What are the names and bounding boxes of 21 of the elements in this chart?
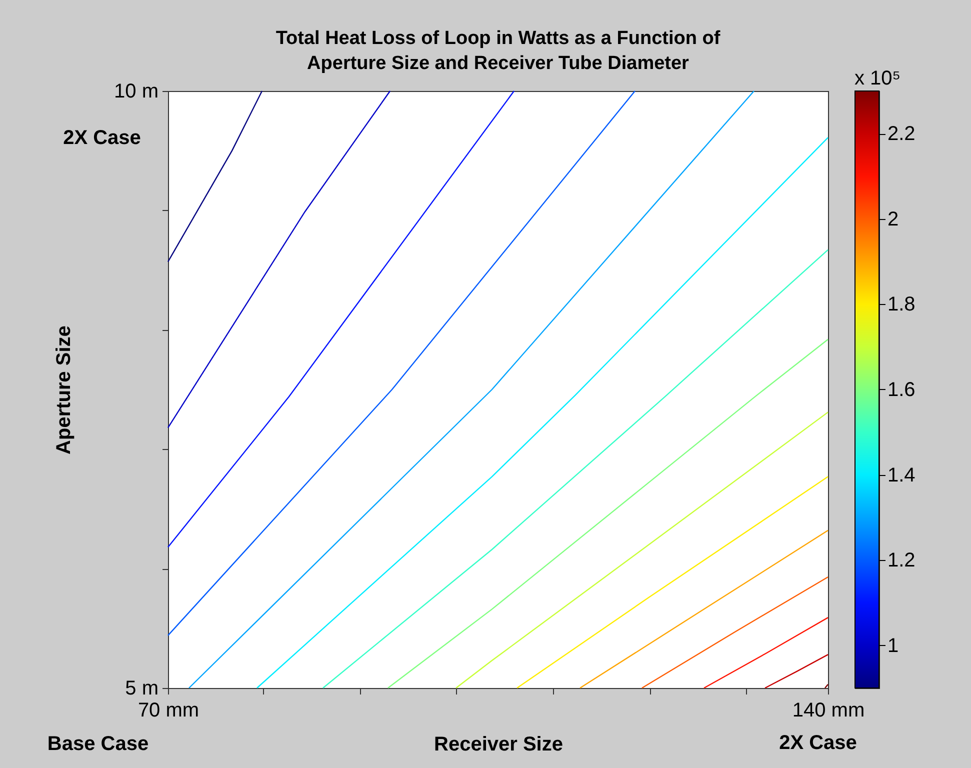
chart-title: Total Heat Loss of Loop in Watts as a Function of Aperture Size and Receiver Tube Diameter bbox=[276, 28, 721, 74]
y-tick-label: 5 m bbox=[125, 678, 158, 700]
line-series bbox=[256, 136, 829, 689]
line-series bbox=[322, 249, 829, 689]
x-axis-title: Receiver Size bbox=[434, 734, 563, 756]
line-series bbox=[387, 338, 829, 689]
y-axis-title: Aperture Size bbox=[53, 326, 76, 454]
color-bar-label: 1 bbox=[888, 634, 899, 657]
x-tick-label: 70 mm bbox=[138, 700, 200, 722]
x-tick-label: 140 mm bbox=[792, 700, 865, 722]
text: Base Case bbox=[47, 733, 149, 755]
color-bar-label: 2 bbox=[888, 208, 899, 230]
y-tick-label: 10 m bbox=[114, 80, 158, 102]
color-bar-title: x 10⁵ bbox=[854, 68, 901, 90]
text: 2X Case bbox=[779, 732, 857, 754]
color-bar-label: 1.4 bbox=[888, 464, 916, 486]
color-bar-label: 1.2 bbox=[888, 550, 916, 572]
color-bar-label: 1.6 bbox=[888, 379, 916, 401]
color-bar-label: 1.8 bbox=[888, 294, 916, 316]
color-bar-label: 2.2 bbox=[888, 123, 916, 146]
text: 2X Case bbox=[63, 127, 141, 149]
